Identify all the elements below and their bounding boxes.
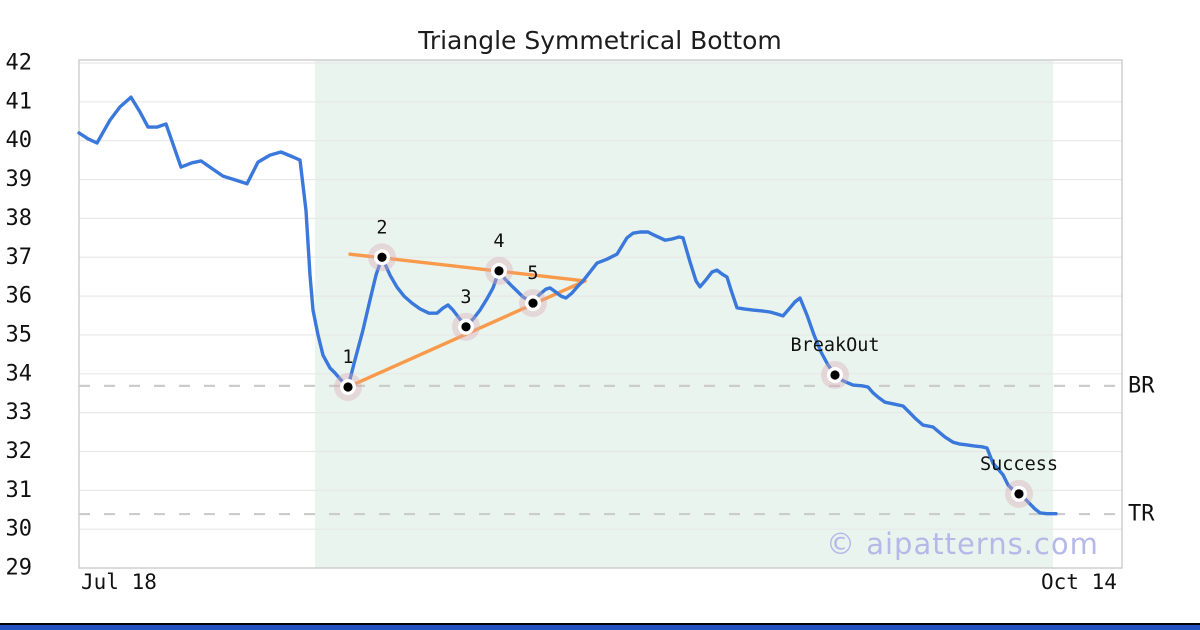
y-tick-label: 33	[6, 400, 33, 425]
level-label-tr: TR	[1128, 502, 1155, 527]
y-tick-label: 35	[6, 322, 33, 347]
annotation-label-2: 2	[376, 217, 387, 238]
annotation-label-breakout: BreakOut	[790, 335, 879, 356]
y-tick-label: 40	[6, 128, 33, 153]
y-tick-label: 37	[6, 245, 33, 270]
price-line	[77, 95, 1058, 516]
marker-dot-success	[1014, 489, 1024, 499]
watermark: © aipatterns.com	[826, 527, 1099, 561]
y-tick-label: 41	[6, 89, 33, 114]
annotation-label-4: 4	[493, 231, 504, 252]
x-tick-label-end: Oct 14	[1041, 570, 1117, 594]
marker-dot-5	[528, 298, 538, 308]
pattern-window-shade	[315, 60, 1053, 568]
y-tick-label: 34	[6, 361, 33, 386]
marker-dot-breakout	[830, 370, 840, 380]
level-label-br: BR	[1128, 373, 1155, 398]
plot-frame	[78, 59, 1123, 569]
annotation-label-success: Success	[980, 454, 1058, 475]
annotation-label-1: 1	[342, 347, 353, 368]
annotation-label-5: 5	[527, 263, 538, 284]
y-tick-label: 36	[6, 284, 33, 309]
footer-divider	[0, 623, 1200, 625]
y-tick-label: 30	[6, 517, 33, 542]
y-tick-label: 32	[6, 439, 33, 464]
marker-dot-3	[461, 322, 471, 332]
annotation-label-3: 3	[460, 287, 471, 308]
y-tick-label: 42	[6, 51, 33, 76]
y-tick-label: 38	[6, 206, 33, 231]
y-tick-label: 31	[6, 478, 33, 503]
marker-dot-4	[494, 266, 504, 276]
marker-dot-2	[377, 252, 387, 262]
marker-dot-1	[343, 382, 353, 392]
x-tick-label-start: Jul 18	[81, 570, 157, 594]
y-tick-label: 29	[6, 556, 33, 581]
footer-accent-bar	[0, 625, 1200, 630]
chart-title: Triangle Symmetrical Bottom	[418, 26, 782, 55]
y-tick-label: 39	[6, 167, 33, 192]
